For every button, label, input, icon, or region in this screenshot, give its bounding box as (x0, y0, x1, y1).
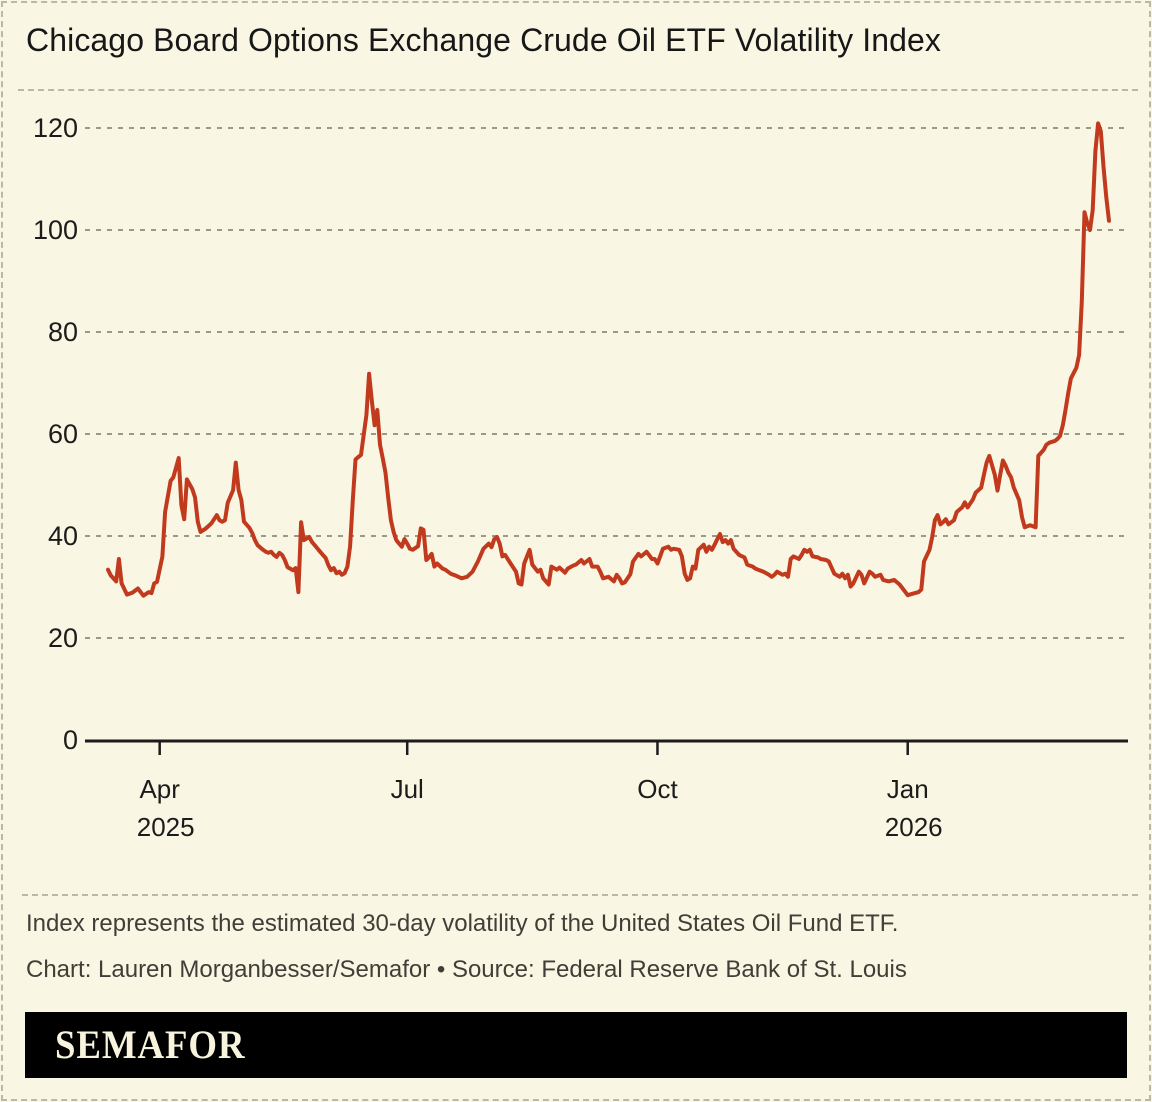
y-axis-label: 60 (48, 419, 78, 449)
x-axis-label: Jan (887, 774, 929, 804)
y-axis-label: 40 (48, 521, 78, 551)
x-axis-year-label: 2025 (137, 812, 195, 842)
title-divider (18, 89, 1138, 91)
semafor-logo-bar: SEMAFOR (25, 1012, 1127, 1078)
volatility-series-line (106, 121, 1111, 598)
chart-title: Chicago Board Options Exchange Crude Oil… (26, 22, 942, 58)
semafor-wordmark: SEMAFOR (55, 1022, 246, 1067)
x-axis-label: Jul (391, 774, 424, 804)
x-axis-label: Apr (139, 774, 180, 804)
chart-credit: Chart: Lauren Morganbesser/Semafor • Sou… (26, 956, 907, 983)
x-axis-label: Oct (637, 774, 678, 804)
y-axis-label: 0 (63, 725, 78, 755)
y-axis-label: 20 (48, 623, 78, 653)
footer-divider (22, 894, 1138, 896)
y-axis-label: 120 (33, 113, 78, 143)
y-axis-label: 80 (48, 317, 78, 347)
x-axis-year-label: 2026 (885, 812, 943, 842)
chart-footnote: Index represents the estimated 30-day vo… (26, 910, 899, 937)
y-axis-label: 100 (33, 215, 78, 245)
